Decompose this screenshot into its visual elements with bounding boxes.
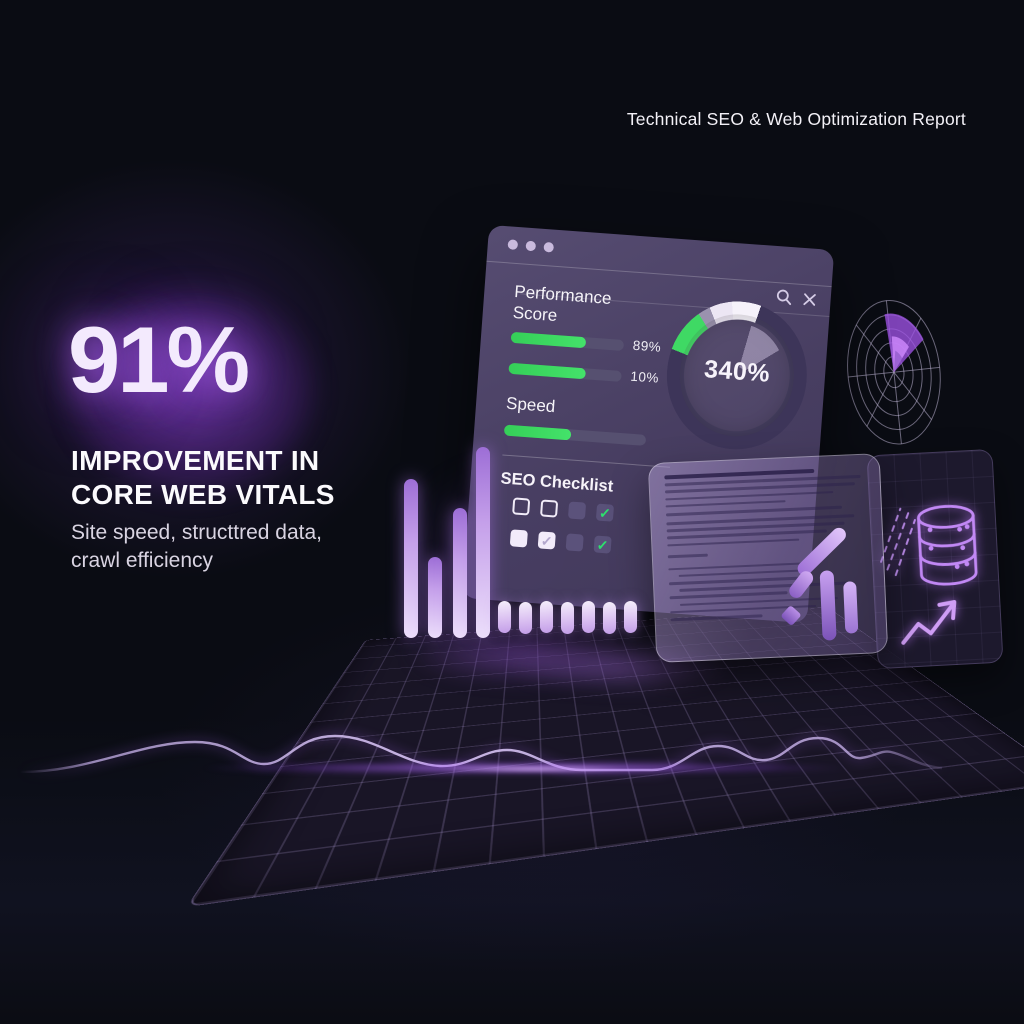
checkbox-outline[interactable] bbox=[512, 497, 531, 516]
stat-subtitle-line2: crawl efficiency bbox=[71, 548, 213, 572]
text-line bbox=[665, 499, 786, 508]
data-card bbox=[866, 448, 1004, 670]
checkbox-checked-light[interactable]: ✓ bbox=[537, 531, 556, 550]
progress-bar-2 bbox=[508, 362, 622, 382]
notes-card bbox=[647, 453, 889, 663]
checkbox-filled-dark[interactable] bbox=[567, 501, 587, 520]
stat-value: 91% bbox=[68, 307, 250, 412]
trend-arrow-icon bbox=[901, 600, 957, 645]
section-divider bbox=[502, 454, 670, 468]
performance-score-label: Performance Score bbox=[512, 281, 612, 331]
window-dot-icon[interactable] bbox=[525, 240, 537, 252]
horizon-glow-core bbox=[420, 766, 650, 772]
radar-chart bbox=[832, 285, 961, 462]
text-line bbox=[667, 553, 708, 559]
checkbox-filled-dark[interactable] bbox=[565, 533, 584, 552]
dashed-lines-icon bbox=[880, 507, 916, 577]
checkbox-checked-green[interactable]: ✓ bbox=[595, 503, 615, 522]
stat-subtitle-line1: Site speed, structtred data, bbox=[71, 521, 322, 544]
window-dot-icon[interactable] bbox=[507, 239, 519, 251]
stat-heading-line2: CORE WEB VITALS bbox=[71, 478, 335, 510]
score-gauge: 340% bbox=[661, 296, 813, 455]
stat-heading: IMPROVEMENT IN CORE WEB VITALS bbox=[71, 444, 335, 511]
progress-fill bbox=[508, 362, 586, 380]
text-line bbox=[670, 614, 763, 621]
checkbox-checked-green[interactable]: ✓ bbox=[593, 535, 612, 554]
window-controls[interactable] bbox=[507, 239, 555, 253]
seo-checklist-grid: ✓ ✓ ✓ bbox=[509, 497, 615, 554]
report-title: Technical SEO & Web Optimization Report bbox=[626, 109, 966, 129]
seo-checklist-title: SEO Checklist bbox=[500, 469, 614, 496]
stat-subtitle: Site speed, structtred data, crawl effic… bbox=[71, 519, 322, 575]
speed-label: Speed bbox=[505, 393, 556, 417]
purple-glow bbox=[14, 242, 370, 542]
search-icon[interactable] bbox=[775, 288, 793, 306]
radar-wedge-small bbox=[893, 350, 903, 373]
window-dot-icon[interactable] bbox=[543, 241, 555, 253]
close-icon[interactable] bbox=[802, 292, 817, 307]
stat-heading-line1: IMPROVEMENT IN bbox=[71, 445, 320, 476]
database-icon bbox=[917, 504, 978, 586]
progress-fill bbox=[510, 331, 586, 349]
progress-value-2: 10% bbox=[629, 368, 660, 386]
browser-window: Performance Score 89% 10% Speed 340% SEO… bbox=[461, 224, 835, 624]
waveform-line bbox=[19, 734, 943, 774]
progress-value-1: 89% bbox=[632, 337, 662, 355]
radar-chart-svg bbox=[847, 299, 941, 445]
checkbox-filled-light[interactable] bbox=[509, 529, 528, 548]
progress-bar-speed bbox=[503, 424, 647, 446]
progress-bar-1 bbox=[510, 331, 625, 352]
progress-fill bbox=[503, 424, 572, 441]
growth-arrow-icon bbox=[778, 524, 875, 647]
text-line bbox=[665, 506, 842, 517]
checkbox-outline[interactable] bbox=[540, 499, 559, 518]
text-line bbox=[669, 591, 788, 600]
